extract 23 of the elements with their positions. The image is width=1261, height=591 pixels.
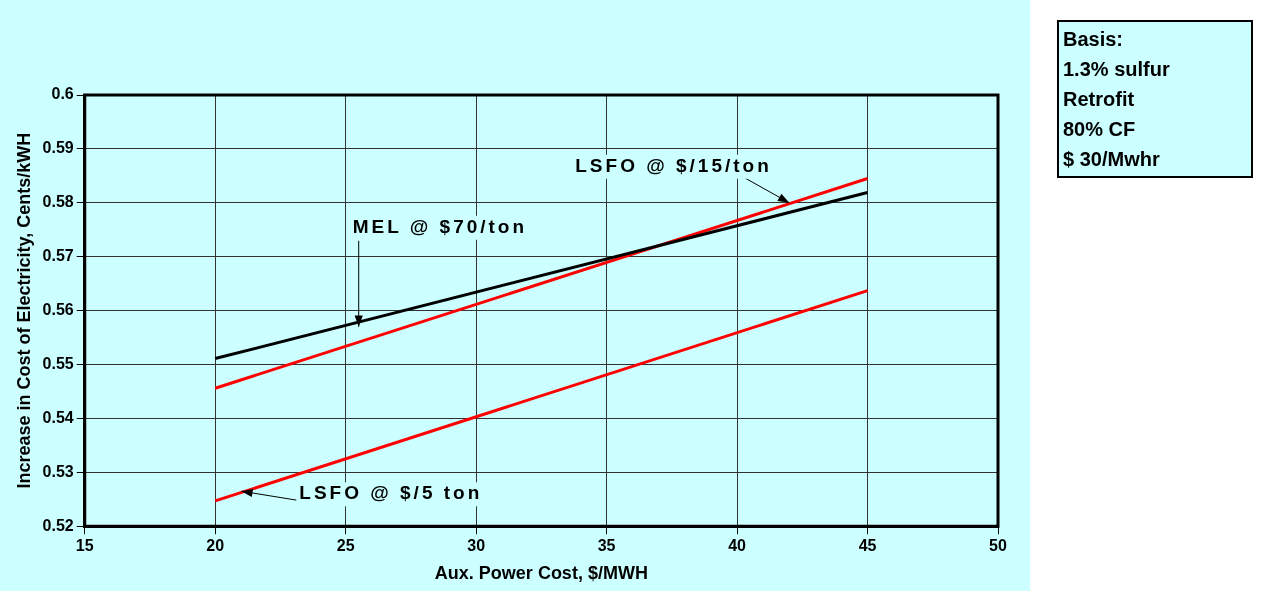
annotation: MEL @ $70/ton [352,216,528,237]
y-tick-label: 0.57 [42,247,74,265]
y-tick-label: 0.53 [42,462,74,480]
x-tick-label: 25 [336,537,355,555]
x-tick-label: 30 [467,537,486,555]
y-tick-label: 0.58 [42,193,74,211]
text: Basis: 1.3% sulfur Retrofit 80% CF $ 30/Mwhr [1057,20,1253,178]
annotation: LSFO @ $/5 ton [299,482,483,504]
x-tick-label: 50 [989,537,1007,555]
y-tick-label: 0.6 [51,85,74,103]
x-tick-label: 45 [858,537,877,555]
annotation: LSFO @ $/15/ton [575,155,772,177]
x-tick-label: 40 [728,537,747,555]
y-tick-label: 0.55 [42,354,74,372]
y-tick-label: 0.59 [42,139,74,157]
x-tick-label: 35 [597,537,616,555]
y-axis-title: Increase in Cost of Electricity, Cents/kWH [13,132,34,489]
x-tick-label: 15 [75,537,94,555]
y-tick-label: 0.56 [42,301,74,319]
y-tick-label: 0.52 [42,516,74,534]
x-axis-title: Aux. Power Cost, $/MWH [434,563,648,584]
x-tick-label: 20 [206,537,225,555]
y-tick-label: 0.54 [42,408,74,426]
